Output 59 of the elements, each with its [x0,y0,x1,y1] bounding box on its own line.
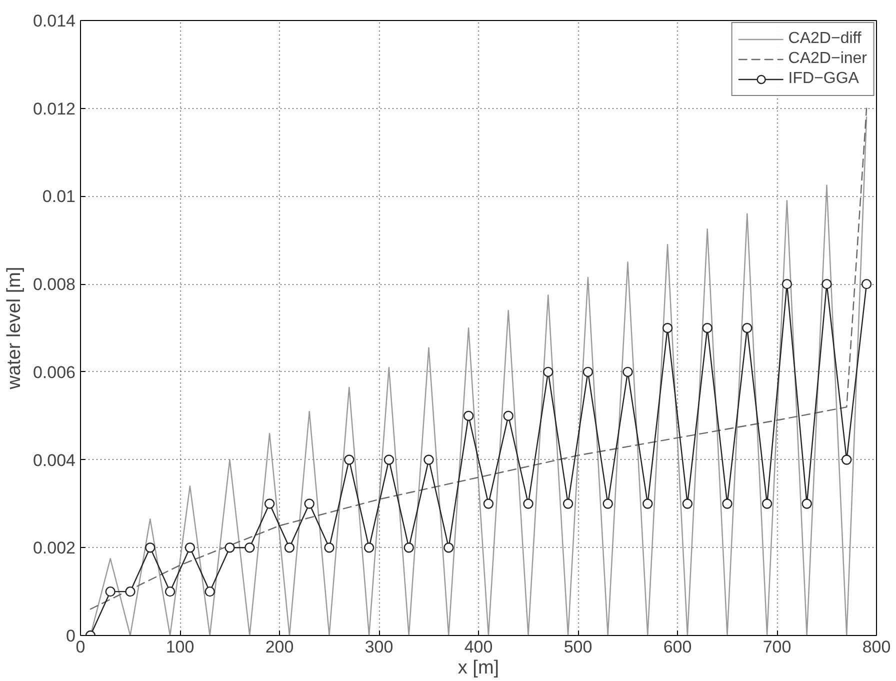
point [722,498,732,509]
point [204,586,215,597]
point [224,542,235,553]
y-axis-title: water level [m] [4,266,25,390]
point [702,322,712,334]
point [602,498,613,509]
y-tick-label: 0.008 [32,275,76,294]
point [582,366,594,378]
point [682,498,693,509]
point [622,366,633,378]
point [463,410,474,421]
point [344,454,354,465]
legend-label: CA2D−diff [788,30,862,48]
point [782,278,792,290]
point [842,454,852,465]
x-tick-label: 300 [364,638,394,656]
point [662,322,673,334]
point [483,498,494,509]
point [424,454,434,465]
point [264,498,275,509]
x-tick-label: 800 [862,638,891,656]
y-tick-label: 0.002 [32,538,76,558]
point [324,542,334,553]
point [364,542,374,553]
point [164,586,176,597]
x-axis-title: x [m] [458,658,500,678]
y-tick-label: 0.004 [32,450,76,470]
point [543,366,554,378]
point [861,278,872,290]
point [523,498,534,509]
y-tick-label: 0.01 [42,187,76,206]
point [284,542,295,553]
point [802,498,812,509]
x-tick-label: 100 [166,638,194,656]
x-tick-label: 200 [265,638,294,656]
point [145,542,156,553]
point [184,542,196,553]
point [125,586,136,597]
x-tick-label: 500 [564,638,592,656]
point [444,542,454,553]
point [762,498,772,509]
point [244,542,255,553]
point [304,498,314,509]
point [105,586,116,597]
x-tick-label: 700 [762,638,792,656]
point [822,278,832,290]
y-tick-label: 0.012 [32,99,76,118]
x-tick-label: 400 [464,638,493,656]
x-tick-label: 600 [663,638,692,656]
point [562,498,574,509]
point [404,542,414,553]
y-tick-label: 0.006 [32,362,76,382]
point [642,498,653,509]
point [503,410,514,421]
legend-label: CA2D−iner [788,50,867,68]
y-tick-label: 0.014 [32,12,76,30]
legend-label: IFD−GGA [788,70,859,88]
point [742,322,752,334]
point [384,454,394,465]
